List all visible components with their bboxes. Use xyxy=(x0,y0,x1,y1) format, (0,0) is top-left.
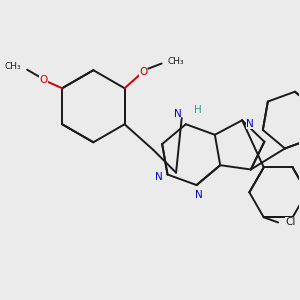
Text: H: H xyxy=(194,105,202,115)
Text: O: O xyxy=(40,75,48,85)
Text: N: N xyxy=(247,119,254,129)
Text: Cl: Cl xyxy=(285,218,296,227)
Text: N: N xyxy=(195,190,203,200)
Text: N: N xyxy=(174,109,182,119)
Text: N: N xyxy=(155,172,163,182)
Text: O: O xyxy=(139,67,147,77)
Text: CH₃: CH₃ xyxy=(4,62,21,71)
Text: CH₃: CH₃ xyxy=(168,57,184,66)
